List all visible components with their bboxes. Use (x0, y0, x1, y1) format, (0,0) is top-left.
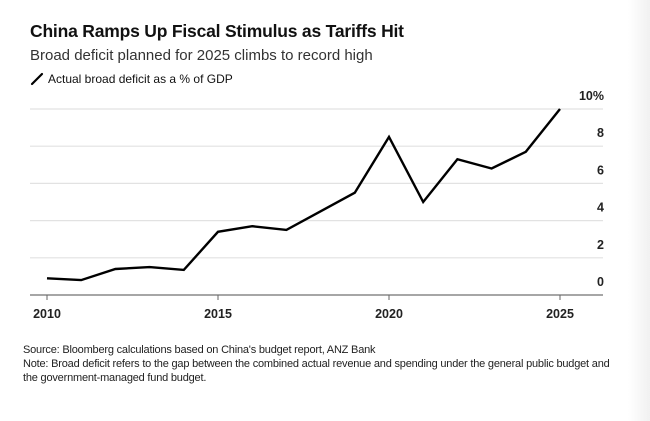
y-tick-label: 6 (597, 163, 604, 177)
legend-label: Actual broad deficit as a % of GDP (48, 72, 233, 86)
legend-line-icon (30, 72, 44, 86)
x-tick-label: 2015 (204, 307, 232, 321)
series-line (46, 108, 561, 282)
series-group (46, 108, 561, 282)
x-tick-label: 2025 (546, 307, 574, 321)
chart-footer: Source: Bloomberg calculations based on … (23, 343, 623, 385)
x-axis: 2010 2015 2020 2025 (30, 294, 603, 321)
x-tick-label: 2010 (33, 307, 61, 321)
y-tick-label: 8 (597, 126, 604, 140)
chart-subtitle: Broad deficit planned for 2025 climbs to… (30, 47, 373, 64)
definition-note: Note: Broad deficit refers to the gap be… (23, 358, 610, 384)
y-axis-labels: 0 2 4 6 8 10% (579, 89, 604, 289)
y-tick-label: 0 (597, 275, 604, 289)
chart-title: China Ramps Up Fiscal Stimulus as Tariff… (30, 21, 404, 41)
y-tick-label: 10% (579, 89, 604, 103)
gridlines (30, 108, 603, 259)
legend: Actual broad deficit as a % of GDP (30, 72, 233, 86)
source-note: Source: Bloomberg calculations based on … (23, 344, 376, 356)
line-chart: 0 2 4 6 8 10% 2010 2015 2020 2025 (30, 89, 604, 321)
y-tick-label: 4 (597, 201, 604, 215)
y-tick-label: 2 (597, 238, 604, 252)
x-tick-label: 2020 (375, 307, 403, 321)
